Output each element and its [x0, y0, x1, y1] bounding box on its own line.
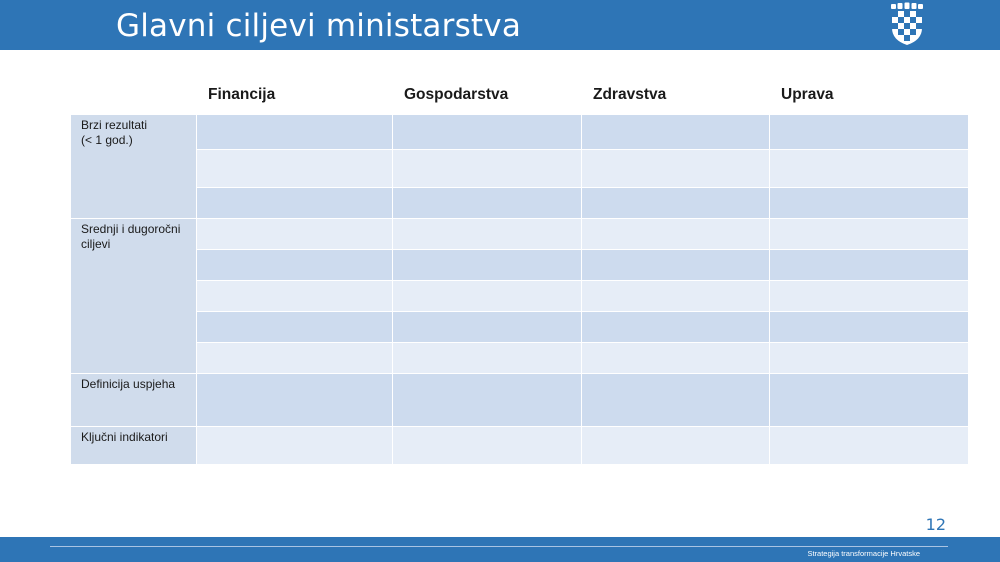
table-cell	[582, 312, 770, 343]
table-cell	[393, 427, 582, 465]
table-cell	[582, 281, 770, 312]
column-headers: Financija Gospodarstva Zdravstva Uprava	[71, 80, 969, 114]
table-cell	[582, 150, 770, 188]
table-cell	[770, 115, 969, 150]
table-cell	[582, 343, 770, 374]
table-cell	[770, 312, 969, 343]
table-cell	[197, 312, 393, 343]
table-cell	[582, 250, 770, 281]
row-label-definicija-uspjeha: Definicija uspjeha	[71, 374, 196, 427]
table-cell	[770, 281, 969, 312]
table-cell	[770, 150, 969, 188]
table-cell	[393, 250, 582, 281]
table-cell	[582, 219, 770, 250]
footer-divider	[50, 546, 948, 547]
footer-text: Strategija transformacije Hrvatske	[807, 549, 920, 558]
table-cell	[197, 150, 393, 188]
table-cell	[770, 374, 969, 427]
table-cell	[393, 374, 582, 427]
table-cell	[770, 343, 969, 374]
row-label-line: Ključni indikatori	[81, 430, 168, 444]
table-cell	[393, 343, 582, 374]
table-cell	[197, 374, 393, 427]
row-label-line: ciljevi	[81, 237, 111, 251]
column-header-gospodarstva: Gospodarstva	[404, 86, 509, 103]
row-label-line: (< 1 god.)	[81, 133, 133, 147]
table-cell	[393, 115, 582, 150]
table-cell	[197, 427, 393, 465]
table-cell	[197, 281, 393, 312]
table-cell	[197, 188, 393, 219]
table-cell	[393, 281, 582, 312]
table-cell	[582, 374, 770, 427]
table-cell	[393, 150, 582, 188]
table-cell	[582, 427, 770, 465]
header-bar	[0, 0, 1000, 50]
page-number: 12	[925, 515, 946, 534]
column-header-financija: Financija	[208, 86, 276, 103]
row-label-kljucni-indikatori: Ključni indikatori	[71, 427, 196, 465]
table-cell	[770, 219, 969, 250]
row-label-line: Brzi rezultati	[81, 118, 148, 132]
table-cell	[770, 250, 969, 281]
table-cell	[393, 219, 582, 250]
table-cell	[582, 115, 770, 150]
table-cell	[197, 115, 393, 150]
table-cell	[197, 219, 393, 250]
table-cell	[582, 188, 770, 219]
goals-table: Financija Gospodarstva Zdravstva Uprava …	[71, 80, 969, 465]
croatian-coat-of-arms-icon	[891, 2, 923, 45]
table-cell	[393, 312, 582, 343]
table-cell	[197, 250, 393, 281]
footer-bar	[0, 537, 1000, 562]
table-cell	[770, 188, 969, 219]
column-header-uprava: Uprava	[781, 86, 834, 103]
table-cell	[770, 427, 969, 465]
table-cell	[197, 343, 393, 374]
row-label-srednji-dugorocni: Srednji i dugoročni ciljevi	[71, 219, 196, 374]
row-label-line: Srednji i dugoročni	[81, 222, 181, 236]
slide-title: Glavni ciljevi ministarstva	[116, 8, 522, 44]
column-header-zdravstva: Zdravstva	[593, 86, 667, 103]
table-cell	[393, 188, 582, 219]
row-label-line: Definicija uspjeha	[81, 377, 176, 391]
row-label-brzi-rezultati: Brzi rezultati (< 1 god.)	[71, 115, 196, 219]
